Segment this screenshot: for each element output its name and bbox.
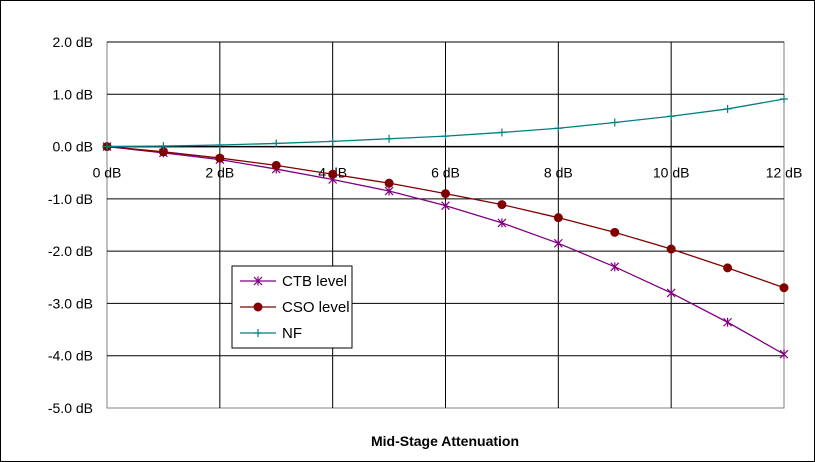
series-2-point	[159, 142, 168, 151]
series-2-point	[385, 134, 394, 143]
series-0-point	[779, 349, 789, 359]
legend-label: CTB level	[282, 273, 347, 290]
series-2-point	[328, 137, 337, 146]
legend: CTB level CSO level NF	[231, 265, 353, 349]
series-2-point	[441, 132, 450, 141]
series-0-point	[610, 262, 620, 272]
series-0-point	[666, 288, 676, 298]
x-tick-label: 6 dB	[431, 165, 460, 181]
series-1-point	[779, 283, 789, 293]
series-2-point	[103, 142, 111, 151]
series-2-point	[780, 94, 788, 103]
y-tick-label: -5.0 dB	[48, 400, 93, 416]
series-1-point	[384, 178, 394, 188]
x-tick-label: 12 dB	[766, 165, 803, 181]
legend-marker-0	[253, 276, 263, 286]
x-axis-tick-labels: 0 dB 2 dB 4 dB 6 dB 8 dB 10 dB 12 dB	[93, 165, 803, 181]
legend-marker-2	[254, 329, 262, 337]
y-tick-label: -1.0 dB	[48, 191, 93, 207]
x-tick-label: 0 dB	[93, 165, 122, 181]
series-0-point	[497, 218, 507, 228]
series-2-point	[497, 128, 506, 137]
series-1-point	[271, 160, 281, 170]
x-axis-title: Mid-Stage Attenuation	[371, 433, 519, 449]
data-series	[102, 94, 789, 359]
y-tick-label: -4.0 dB	[48, 348, 93, 364]
series-2-point	[215, 141, 224, 150]
series-1-point	[497, 200, 507, 210]
series-1-point	[666, 244, 676, 254]
series-0-point	[553, 238, 563, 248]
series-1-point	[553, 213, 563, 223]
series-2-point	[723, 104, 732, 113]
series-2-point	[667, 112, 676, 121]
x-tick-label: 10 dB	[653, 165, 690, 181]
y-tick-label: 1.0 dB	[53, 86, 93, 102]
y-tick-label: -3.0 dB	[48, 295, 93, 311]
y-axis-tick-labels: 2.0 dB 1.0 dB 0.0 dB -1.0 dB -2.0 dB -3.0 dB -…	[48, 34, 93, 416]
series-1-point	[610, 227, 620, 237]
y-tick-label: 0.0 dB	[53, 139, 93, 155]
series-1-point	[215, 153, 225, 163]
series-0-point	[384, 186, 394, 196]
series-2-point	[610, 118, 619, 127]
x-tick-label: 8 dB	[544, 165, 573, 181]
legend-label: CSO level	[282, 299, 350, 316]
legend-marker-1	[253, 302, 263, 312]
series-1-point	[328, 169, 338, 179]
x-tick-label: 2 dB	[205, 165, 234, 181]
series-0-point	[723, 317, 733, 327]
gridlines	[107, 41, 784, 408]
legend-label: NF	[282, 325, 302, 342]
y-tick-label: 2.0 dB	[53, 34, 93, 50]
series-1-point	[441, 189, 450, 199]
series-2-point	[272, 139, 281, 148]
series-0-point	[441, 201, 450, 211]
series-2-point	[554, 124, 563, 133]
series-1-point	[723, 263, 733, 273]
y-tick-label: -2.0 dB	[48, 243, 93, 259]
